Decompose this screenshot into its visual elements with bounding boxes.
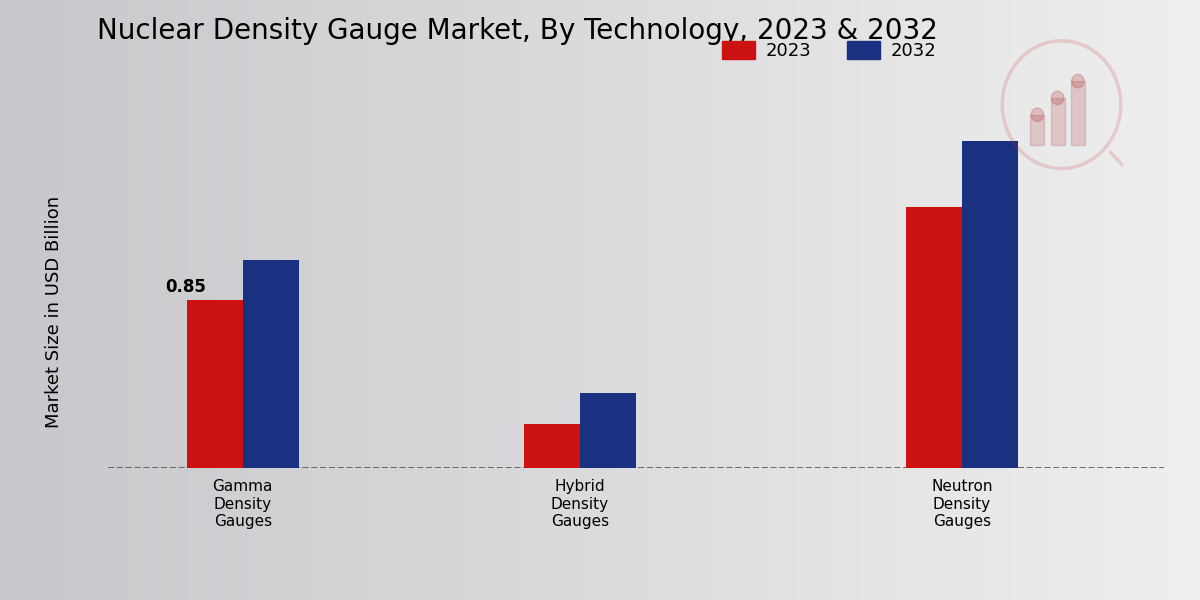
Bar <box>1051 98 1064 145</box>
Circle shape <box>1031 108 1044 121</box>
Bar <box>1070 81 1085 145</box>
Bar <box>187 300 242 468</box>
Bar <box>906 206 961 468</box>
Text: Market Size in USD Billion: Market Size in USD Billion <box>46 196 64 428</box>
Circle shape <box>1051 91 1064 104</box>
Bar <box>961 142 1018 468</box>
Bar <box>242 260 299 468</box>
FancyArrowPatch shape <box>1110 152 1122 165</box>
Text: 0.85: 0.85 <box>164 278 205 296</box>
Bar <box>523 424 580 468</box>
Text: Nuclear Density Gauge Market, By Technology, 2023 & 2032: Nuclear Density Gauge Market, By Technol… <box>97 17 938 45</box>
Bar <box>1031 115 1044 145</box>
Circle shape <box>1072 74 1084 88</box>
Legend: 2023, 2032: 2023, 2032 <box>715 34 943 67</box>
Bar <box>580 393 636 468</box>
